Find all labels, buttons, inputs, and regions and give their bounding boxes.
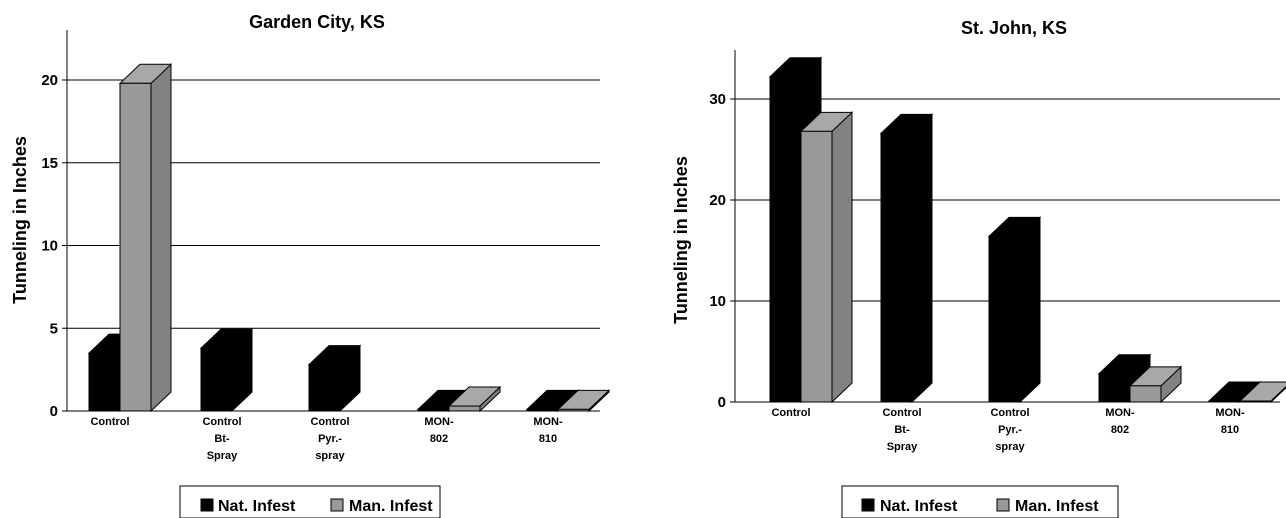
x-tick-label: MON-802 [1105,407,1135,436]
legend-label: Man. Infest [349,498,433,515]
y-tick-label: 0 [718,394,726,411]
legend-swatch [861,498,875,512]
legend-swatch [330,498,344,512]
y-tick-label: 10 [41,238,58,255]
bar-man-infest [447,385,502,413]
bar-man-infest [556,389,611,413]
x-tick-label: MON-802 [424,416,454,445]
y-tick-label: 15 [41,155,58,172]
legend-label: Man. Infest [1015,498,1099,515]
legend: Nat. Infest Man. Infest [841,485,1119,518]
legend-swatch [996,498,1010,512]
y-tick-label: 20 [41,72,58,89]
chart-title: St. John, KS [961,18,1067,38]
y-tick-label: 20 [709,192,726,209]
x-tick-label: MON-810 [533,416,563,445]
legend-swatch [200,498,214,512]
y-tick-label: 0 [50,403,58,420]
bar-nat-infest [307,344,362,413]
y-tick-label: 5 [50,320,58,337]
bar-nat-infest [879,113,934,404]
x-tick-label: Control Pyr.-spray [310,416,349,462]
legend-label: Nat. Infest [218,498,296,515]
x-tick-label: MON-810 [1215,407,1245,436]
y-axis-label: Tunneling in Inches [10,136,30,304]
chart-1: Garden City, KS Tunneling in Inches 0 5 10 15… [10,12,611,518]
bar-man-infest [118,63,173,413]
chart-title: Garden City, KS [249,12,385,32]
bar-nat-infest [199,327,254,413]
x-tick-label: Control Bt-Spray [202,416,241,462]
y-tick-label: 30 [709,91,726,108]
x-tick-label: Control [90,416,129,428]
x-tick-label: Control Bt-Spray [882,407,921,453]
x-tick-label: Control Pyr.-spray [990,407,1029,453]
bar-man-infest [1238,381,1286,404]
x-tick-label: Control [771,407,810,419]
bar-man-infest [1128,365,1183,404]
bar-nat-infest [987,216,1042,404]
legend: Nat. Infest Man. Infest [179,485,441,518]
chart-2: St. John, KS Tunneling in Inches 0 10 20 30 Co… [671,18,1286,518]
y-tick-label: 10 [709,293,726,310]
legend-label: Nat. Infest [880,498,958,515]
y-axis-label: Tunneling in Inches [671,156,691,324]
bar-man-infest [799,111,854,404]
